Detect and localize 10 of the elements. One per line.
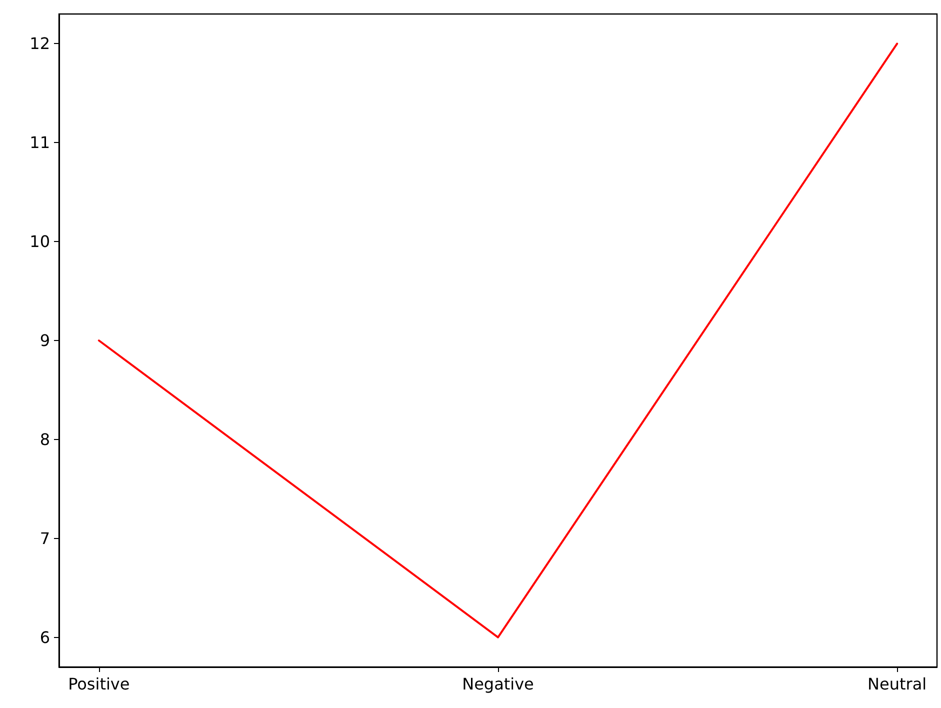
y-tick-label: 10 (30, 232, 50, 252)
y-tick-label: 8 (40, 430, 50, 449)
y-tick-label: 11 (30, 133, 50, 152)
x-tick-label: Negative (462, 674, 534, 694)
y-tick-label: 7 (40, 528, 50, 548)
x-tick-label: Positive (68, 674, 130, 694)
x-tick-label: Neutral (868, 674, 927, 694)
y-tick-label: 6 (40, 628, 50, 647)
y-tick-label: 12 (30, 34, 50, 54)
y-tick-label: 9 (40, 331, 50, 350)
